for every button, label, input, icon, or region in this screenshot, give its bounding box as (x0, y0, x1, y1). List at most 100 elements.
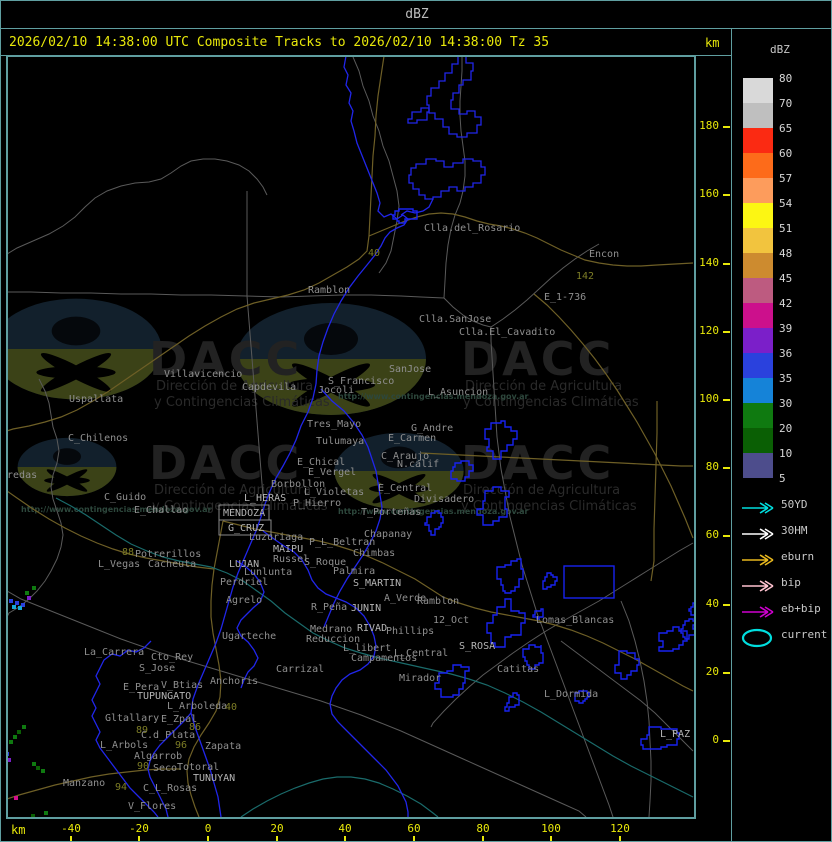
dacc-logo-pupil (51, 316, 101, 346)
department-boundary-line (8, 158, 268, 254)
map-place-label: Encon (589, 249, 619, 260)
map-place-label: Anchoris (210, 676, 258, 687)
scale-swatch (743, 328, 773, 353)
map-place-label: E_Central (378, 483, 432, 494)
legend-row: 50YD (740, 497, 808, 521)
dacc-logo-icon (17, 437, 117, 497)
horizontal-axis-unit-label: km (11, 823, 26, 837)
scale-swatch (743, 203, 773, 228)
river-line (55, 497, 694, 798)
scale-value-label: 20 (779, 422, 793, 435)
department-boundary-line (8, 590, 587, 817)
map-place-label: Seco (153, 763, 177, 774)
map-place-label: G_CRUZ (228, 523, 264, 534)
road-line (650, 401, 658, 582)
map-place-label: Russel (273, 554, 309, 565)
scale-swatch (743, 278, 773, 303)
track-arrow (742, 501, 774, 514)
map-place-label: L_Arbols (100, 740, 148, 751)
bottom-axis-tick-label: -20 (129, 822, 149, 835)
bottom-axis-tick-label: 0 (204, 822, 212, 835)
storm-track-cell (424, 510, 444, 536)
radar-echo-pixel (9, 599, 13, 603)
dacc-watermark-tagline: y Contingencias Climáticas (152, 499, 328, 514)
map-place-label: E_Vergel (308, 467, 356, 478)
scale-swatch (743, 128, 773, 153)
map-place-label: P_L_Beltran (309, 537, 375, 548)
map-place-label: MENDOZA (223, 508, 265, 519)
road-line (8, 768, 181, 800)
radar-echo-pixel (41, 769, 45, 773)
map-place-label: Carrizal (276, 664, 324, 675)
right-axis-tick (723, 672, 730, 674)
track-arrow-icon (742, 579, 774, 592)
radar-echo-pixel (22, 725, 26, 729)
bottom-axis-tick-label: 100 (541, 822, 561, 835)
track-arrow-icon (742, 501, 774, 514)
right-axis-tick (723, 331, 730, 333)
map-place-label: 89 (136, 725, 148, 736)
dacc-watermark-tagline: y Contingencias Climáticas (463, 395, 639, 410)
lake-outline (407, 107, 430, 124)
dacc-watermark-tagline: Dirección de Agricultura (465, 379, 622, 394)
legend-row: 30HM (740, 523, 808, 547)
map-place-label: TUPUNGATO (137, 691, 191, 702)
scale-swatch (743, 403, 773, 428)
map-place-label: E_Challao (134, 505, 188, 516)
channel-line (91, 640, 159, 817)
channel-line (236, 560, 265, 689)
radar-echo-pixel (14, 796, 18, 800)
bottom-axis-tick (619, 836, 621, 841)
bottom-axis-tick-label: 120 (610, 822, 630, 835)
map-place-label: L_Vegas (98, 559, 140, 570)
scale-value-label: 65 (779, 122, 793, 135)
map-place-label: Lunlunta (244, 567, 292, 578)
map-place-label: N.calif (397, 459, 439, 470)
storm-track-cell (486, 598, 526, 648)
map-place-label: S_Jose (139, 663, 175, 674)
right-axis-tick (723, 263, 730, 265)
track-arrow (742, 579, 774, 592)
bottom-axis-tick-label: -40 (61, 822, 81, 835)
scale-swatch (743, 428, 773, 453)
map-viewport[interactable]: DACC DACC DACC DACC Dirección de Agricultura… (6, 55, 696, 819)
bottom-distance-axis: km -40 -20 0 20 40 60 80 100 120 (7, 819, 695, 841)
scale-value-label: 42 (779, 297, 793, 310)
radar-echo-pixel (8, 758, 11, 762)
department-boundary-line (8, 378, 64, 617)
map-place-label: L_HERAS (244, 493, 286, 504)
dacc-logo-leaf-cut (40, 352, 112, 392)
map-place-label: Lomas_Blancas (536, 615, 614, 626)
dacc-watermark-tagline: Dirección de Agricultura (156, 379, 313, 394)
radar-echo-pixel (18, 606, 22, 610)
road-line (420, 452, 693, 467)
department-boundary-line (430, 542, 694, 728)
map-place-label: Clla.del_Rosario (424, 223, 520, 234)
storm-track-cell (658, 626, 688, 652)
scale-swatch (743, 303, 773, 328)
legend-label: bip (781, 576, 801, 589)
bottom-axis-tick-label: 40 (338, 822, 352, 835)
map-place-label: 86 (189, 722, 201, 733)
radar-echo-pixel (9, 740, 13, 744)
radar-echo-pixel (13, 735, 17, 739)
dacc-logo-leaf-cut (292, 363, 370, 407)
map-place-label: Cacheuta (148, 559, 196, 570)
lake-outline (426, 57, 482, 138)
river-line (240, 776, 439, 817)
scale-value-label: 30 (779, 397, 793, 410)
right-axis-tick-label: 100 (699, 392, 719, 405)
map-place-label: 40 (368, 248, 380, 259)
storm-track-cell (532, 608, 544, 620)
dacc-logo-pupil (380, 446, 418, 469)
right-axis-tick-label: 20 (705, 665, 719, 678)
dacc-logo-icon (334, 432, 464, 510)
map-place-label: Mirador (399, 673, 441, 684)
channel-line (400, 198, 434, 216)
radar-echo-pixel (8, 752, 9, 756)
scale-swatch (743, 453, 773, 478)
dacc-watermark-url: http://www.contingencias.mendoza.gov.ar (21, 505, 212, 514)
map-place-label: S_ROSA (459, 641, 495, 652)
dacc-watermark-text: DACC (149, 332, 302, 386)
map-place-label: S_MARTIN (353, 578, 401, 589)
